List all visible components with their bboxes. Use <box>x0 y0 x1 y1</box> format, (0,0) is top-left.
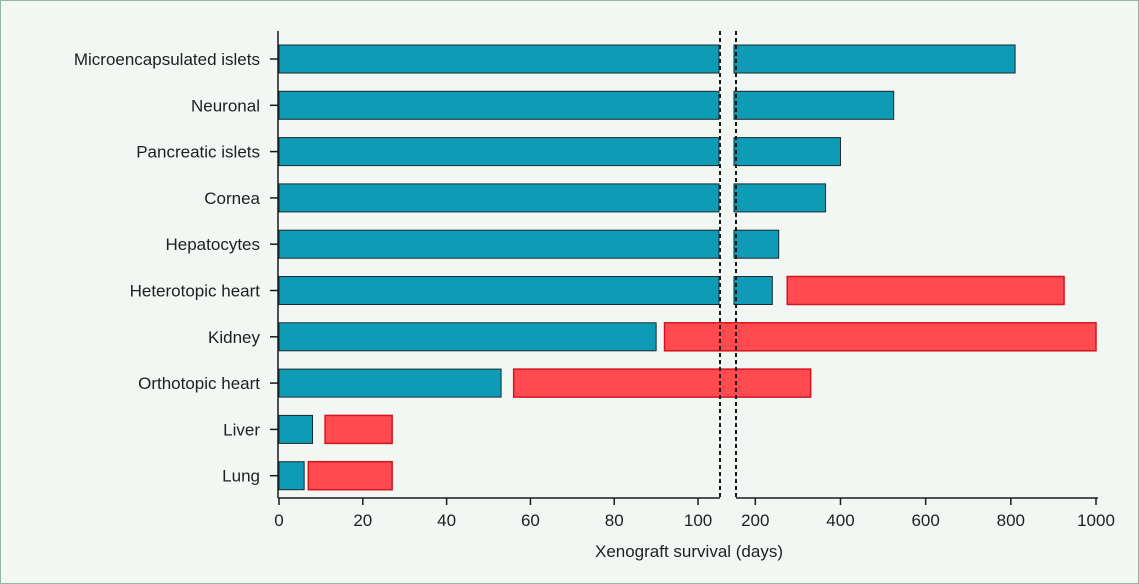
bar-microencapsulated-islets <box>278 44 720 74</box>
bars-layer <box>278 44 1097 491</box>
bar-lung <box>278 461 305 491</box>
range-bar-liver <box>324 414 393 445</box>
bar-cornea <box>278 183 720 213</box>
bar-neuronal-continued <box>733 90 895 120</box>
bar-pancreatic-islets <box>278 137 720 167</box>
category-label-heterotopic-heart: Heterotopic heart <box>130 282 261 301</box>
bar-microencapsulated-islets-continued <box>733 44 1016 74</box>
category-label-hepatocytes: Hepatocytes <box>166 235 261 254</box>
bar-cornea-continued <box>733 183 827 213</box>
x-tick-label-800: 800 <box>997 511 1025 530</box>
x-tick-label-600: 600 <box>911 511 939 530</box>
category-label-liver: Liver <box>223 420 260 439</box>
range-bar-orthotopic-heart <box>512 368 812 398</box>
range-bar-kidney <box>663 322 1097 352</box>
bar-orthotopic-heart <box>278 368 502 398</box>
x-tick-label-20: 20 <box>353 511 372 530</box>
category-label-pancreatic-islets: Pancreatic islets <box>136 143 260 162</box>
category-label-microencapsulated-islets: Microencapsulated islets <box>74 50 260 69</box>
bar-pancreatic-islets-continued <box>733 137 841 167</box>
bar-hepatocytes <box>278 229 720 259</box>
category-label-kidney: Kidney <box>208 328 260 347</box>
x-tick-label-400: 400 <box>826 511 854 530</box>
x-tick-label-200: 200 <box>741 511 769 530</box>
bar-neuronal <box>278 90 720 120</box>
category-label-lung: Lung <box>222 467 260 486</box>
axis-break <box>719 31 737 498</box>
category-label-orthotopic-heart: Orthotopic heart <box>138 374 260 393</box>
x-tick-label-40: 40 <box>437 511 456 530</box>
bar-kidney <box>278 322 657 352</box>
axes-layer: 0 20 40 60 80 100 200 400 600 800 1000 <box>270 31 1115 530</box>
category-labels: Microencapsulated islets Neuronal Pancreat… <box>74 50 261 486</box>
category-label-cornea: Cornea <box>204 189 260 208</box>
x-tick-label-1000: 1000 <box>1077 511 1115 530</box>
range-bar-heterotopic-heart <box>786 275 1065 306</box>
range-bar-lung <box>307 460 393 491</box>
bar-heterotopic-heart-continued <box>733 276 773 305</box>
x-tick-label-100: 100 <box>684 511 712 530</box>
x-axis-label: Xenograft survival (days) <box>595 542 783 561</box>
bar-hepatocytes-continued <box>733 229 780 259</box>
x-tick-label-60: 60 <box>521 511 540 530</box>
bar-liver <box>278 414 314 444</box>
x-tick-label-80: 80 <box>605 511 624 530</box>
bar-heterotopic-heart <box>278 276 720 305</box>
category-label-neuronal: Neuronal <box>191 96 260 115</box>
x-tick-label-0: 0 <box>274 511 283 530</box>
